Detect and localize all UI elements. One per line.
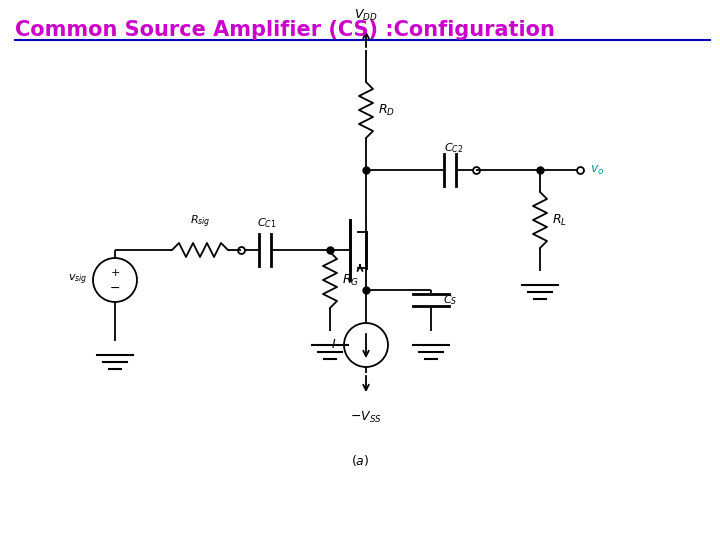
Text: $-V_{SS}$: $-V_{SS}$ xyxy=(350,410,382,425)
Text: $C_{C2}$: $C_{C2}$ xyxy=(444,141,464,155)
Text: $R_D$: $R_D$ xyxy=(378,103,395,118)
Text: $(a)$: $(a)$ xyxy=(351,453,369,468)
Text: $R_G$: $R_G$ xyxy=(342,273,359,287)
Text: $v_{sig}$: $v_{sig}$ xyxy=(68,273,87,287)
Text: −: − xyxy=(109,281,120,294)
Text: +: + xyxy=(110,268,120,278)
Text: $R_L$: $R_L$ xyxy=(552,212,567,227)
Text: $C_S$: $C_S$ xyxy=(443,293,457,307)
Text: $C_{C1}$: $C_{C1}$ xyxy=(257,216,276,230)
Text: $R_{sig}$: $R_{sig}$ xyxy=(189,214,210,230)
Text: Common Source Amplifier (CS) :Configuration: Common Source Amplifier (CS) :Configurat… xyxy=(15,20,555,40)
Text: $V_{DD}$: $V_{DD}$ xyxy=(354,8,378,23)
Text: $v_o$: $v_o$ xyxy=(590,164,604,177)
Text: $I$: $I$ xyxy=(330,339,336,352)
